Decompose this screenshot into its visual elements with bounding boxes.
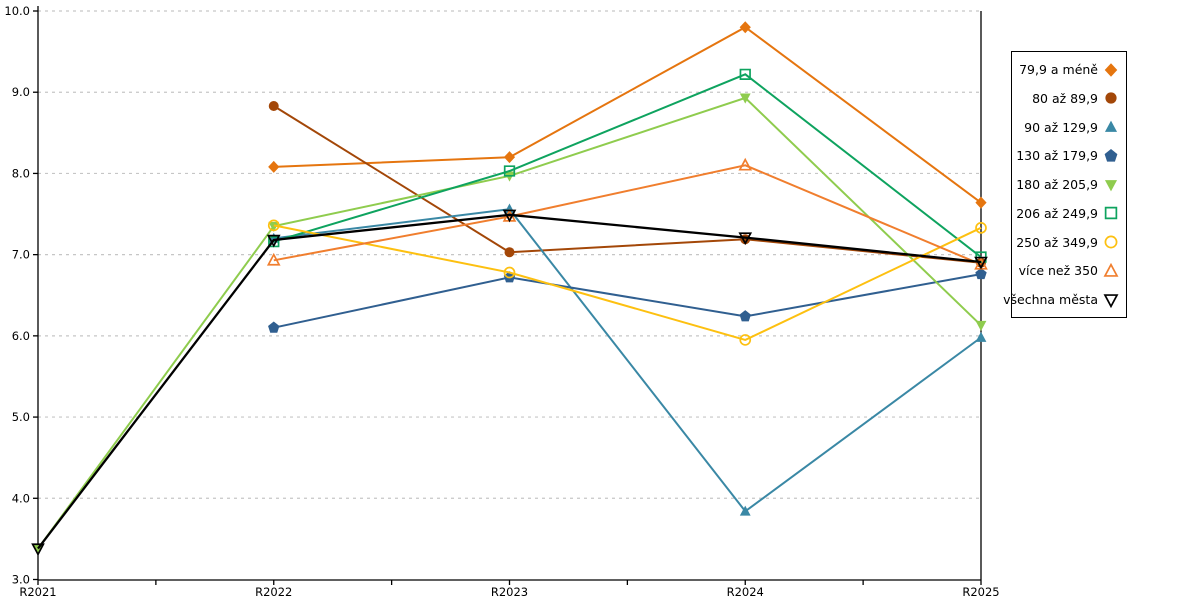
y-tick-label: 10.0	[4, 4, 30, 18]
x-tick-label: R2025	[962, 585, 999, 599]
y-axis-ticks: 3.0 4.0 5.0 6.0 7.0 8.0 9.0 10.0	[4, 4, 38, 587]
series-v-echna-m-sta	[31, 209, 988, 557]
y-tick-label: 4.0	[12, 491, 30, 505]
x-tick-label: R2022	[255, 585, 292, 599]
legend-item-1: 79,9 a méně	[1016, 61, 1119, 78]
legend-item-2: 80 až 89,9	[1016, 90, 1119, 107]
circle-marker-icon	[1104, 235, 1118, 249]
y-tick-label: 9.0	[12, 85, 30, 99]
y-tick-label: 6.0	[12, 329, 30, 343]
legend-item-label: více než 350	[1018, 263, 1098, 279]
diamond-marker-icon	[1104, 62, 1118, 77]
legend-item-label: 206 až 249,9	[1016, 205, 1098, 221]
legend-item-8: více než 350	[1016, 262, 1119, 279]
legend-item-3: 90 až 129,9	[1016, 119, 1119, 136]
series-206-a-249-9	[268, 68, 987, 263]
legend-item-label: 79,9 a méně	[1019, 62, 1098, 77]
triangle-up-marker-icon	[1103, 262, 1119, 277]
legend-item-label: 250 až 349,9	[1016, 234, 1098, 250]
triangle-down-marker-icon	[1104, 179, 1118, 191]
legend-item-4: 130 až 179,9	[1016, 147, 1119, 164]
legend-item-5: 180 až 205,9	[1016, 176, 1119, 193]
y-tick-label: 7.0	[12, 248, 30, 262]
series-130-a-179-9	[268, 267, 987, 333]
legend-box: 79,9 a méně 80 až 89,9 90 až 129,9 130 až 1…	[1003, 51, 1127, 318]
legend-item-label: 80 až 89,9	[1032, 90, 1098, 106]
y-tick-label: 5.0	[12, 410, 30, 424]
pentagon-marker-icon	[1104, 148, 1118, 162]
circle-marker-icon	[1105, 92, 1117, 104]
square-marker-icon	[1104, 207, 1118, 220]
legend-item-label: 130 až 179,9	[1016, 148, 1098, 164]
legend-item-label: 180 až 205,9	[1016, 177, 1098, 192]
x-tick-label: R2024	[727, 585, 764, 599]
triangle-up-marker-icon	[1104, 120, 1118, 132]
triangle-down-marker-icon	[1103, 293, 1119, 308]
legend-item-label: 90 až 129,9	[1024, 119, 1098, 135]
x-tick-label: R2021	[19, 585, 56, 599]
y-tick-label: 3.0	[12, 573, 30, 587]
legend-item-6: 206 až 249,9	[1016, 205, 1119, 222]
y-tick-label: 8.0	[12, 166, 30, 180]
legend-item-9: všechna města	[1003, 291, 1119, 308]
legend-item-7: 250 až 349,9	[1016, 234, 1119, 251]
series-250-a-349-9	[267, 219, 987, 346]
x-tick-label: R2023	[491, 585, 528, 599]
legend-item-label: všechna města	[1003, 292, 1098, 307]
series-79-9-a-m-n-	[268, 21, 987, 209]
x-axis-ticks: R2021 R2022 R2023 R2024 R2025	[19, 580, 1000, 599]
